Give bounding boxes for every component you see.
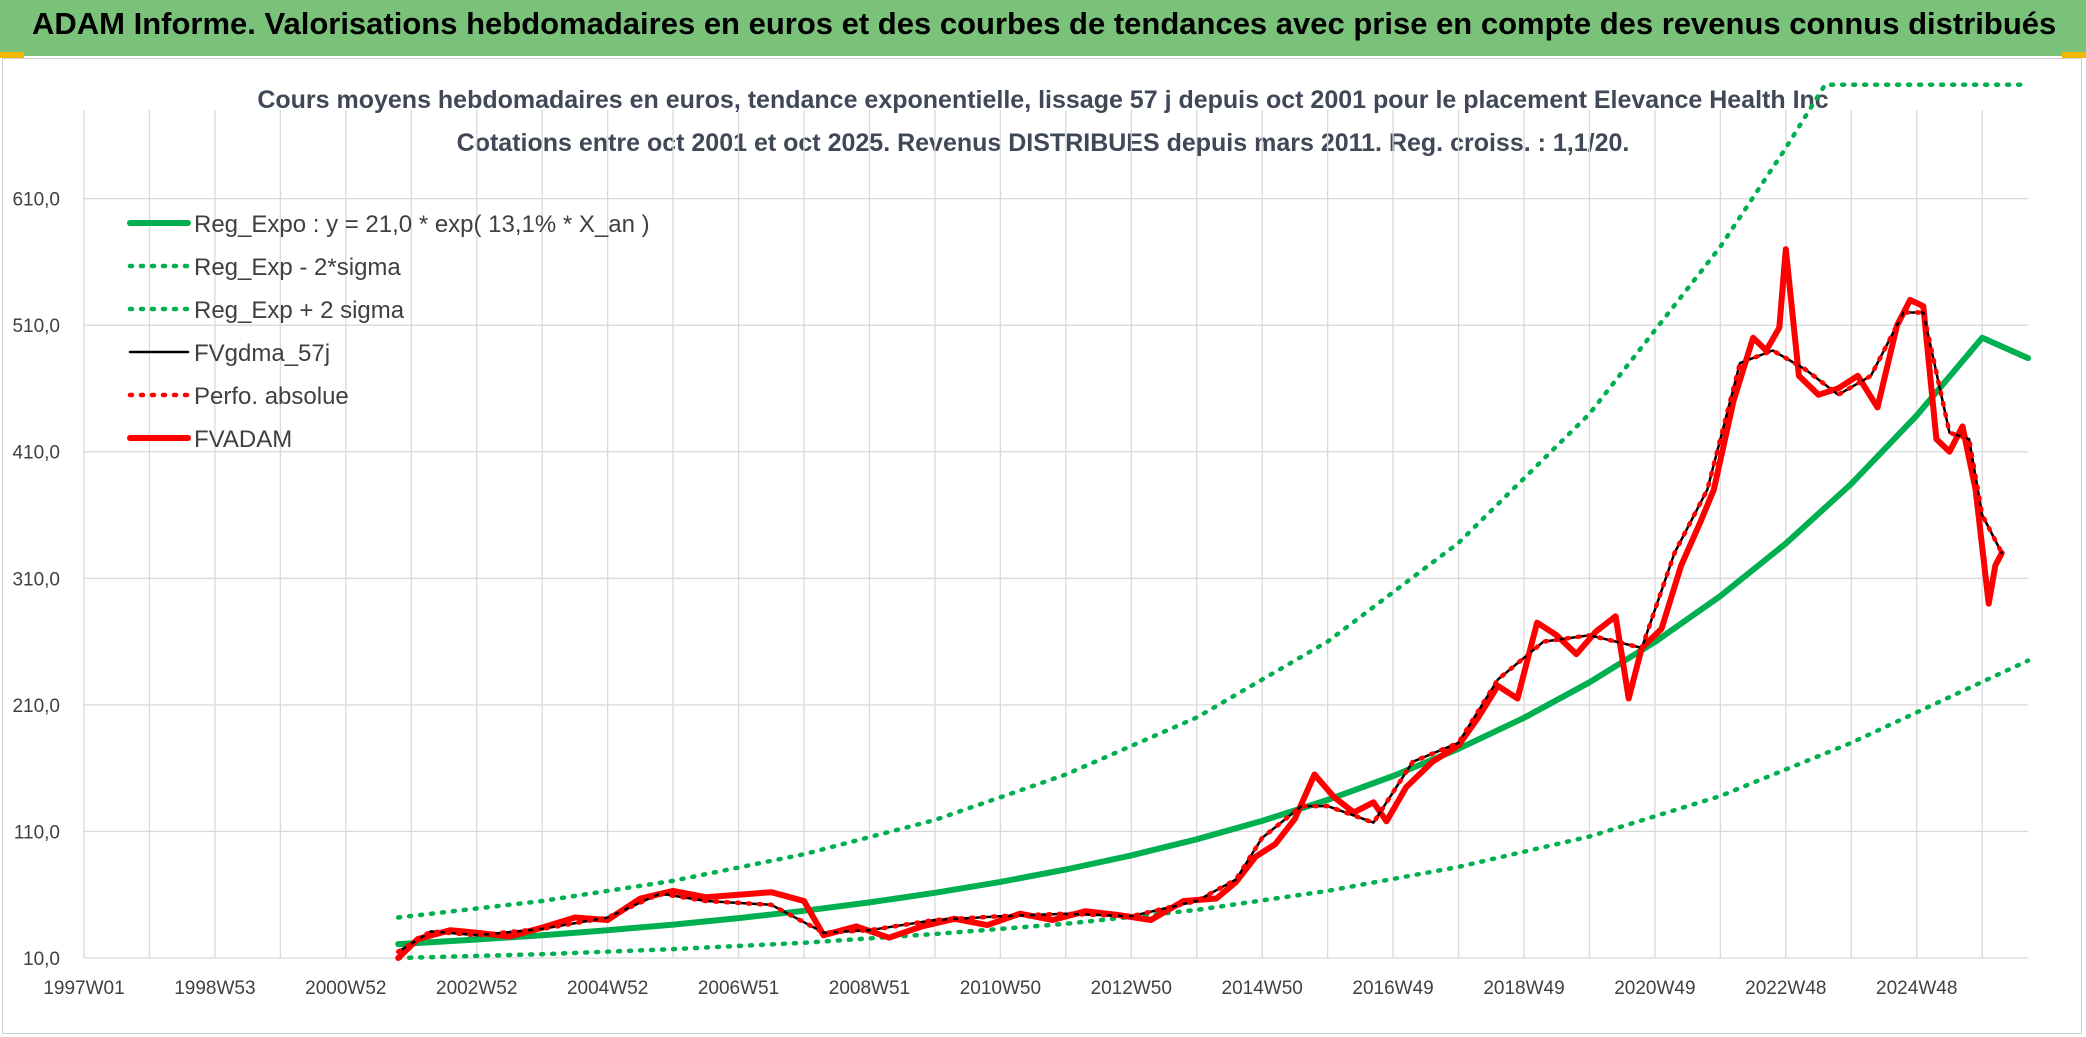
chart-title: Cours moyens hebdomadaires en euros, ten…	[257, 86, 1829, 114]
y-tick-label: 310,0	[12, 569, 60, 590]
x-tick-label: 2018W49	[1483, 978, 1564, 999]
legend-label: Perfo. absolue	[194, 383, 349, 410]
x-tick-label: 2020W49	[1614, 978, 1695, 999]
series-line-2	[395, 82, 2031, 920]
x-tick-label: 2004W52	[567, 978, 648, 999]
series-line-5	[395, 246, 2005, 961]
series-line-3	[396, 311, 2004, 953]
banner-corner-right	[2062, 52, 2086, 58]
y-tick-label: 210,0	[12, 696, 60, 717]
legend-label: Reg_Expo : y = 21,0 * exp( 13,1% * X_an …	[194, 211, 650, 238]
series-line-0	[395, 334, 2031, 948]
x-tick-label: 1998W53	[174, 978, 255, 999]
x-tick-label: 2000W52	[305, 978, 386, 999]
legend: Reg_Expo : y = 21,0 * exp( 13,1% * X_an …	[127, 211, 650, 453]
x-tick-label: 2014W50	[1222, 978, 1303, 999]
x-tick-label: 1997W01	[43, 978, 124, 999]
legend-label: Reg_Exp + 2 sigma	[194, 297, 405, 324]
y-tick-label: 10,0	[23, 949, 60, 970]
series-line-1	[395, 658, 2031, 961]
x-tick-label: 2008W51	[829, 978, 910, 999]
x-tick-label: 2010W50	[960, 978, 1041, 999]
x-tick-label: 2002W52	[436, 978, 517, 999]
x-tick-label: 2022W48	[1745, 978, 1826, 999]
y-tick-label: 510,0	[12, 316, 60, 337]
legend-label: FVgdma_57j	[194, 340, 330, 367]
series-layer	[395, 82, 2031, 961]
axes: 610,0 510,0 410,0 310,0 210,0 110,0 10,0 1997W0…	[12, 190, 1957, 999]
y-tick-label: 410,0	[12, 443, 60, 464]
legend-label: Reg_Exp - 2*sigma	[194, 254, 401, 281]
x-tick-label: 2006W51	[698, 978, 779, 999]
banner-corner-left	[0, 52, 24, 58]
legend-label: FVADAM	[194, 426, 292, 453]
x-tick-label: 2024W48	[1876, 978, 1957, 999]
x-tick-label: 2012W50	[1091, 978, 1172, 999]
y-tick-label: 110,0	[14, 822, 60, 843]
chart-subtitle: Cotations entre oct 2001 et oct 2025. Re…	[456, 129, 1630, 157]
chart-frame	[2, 58, 2082, 1034]
y-tick-label: 610,0	[12, 190, 60, 211]
series-line-4	[395, 310, 2005, 954]
x-tick-label: 2016W49	[1352, 978, 1433, 999]
report-banner: ADAM Informe. Valorisations hebdomadaire…	[0, 0, 2086, 58]
report-title: ADAM Informe. Valorisations hebdomadaire…	[32, 6, 2057, 41]
